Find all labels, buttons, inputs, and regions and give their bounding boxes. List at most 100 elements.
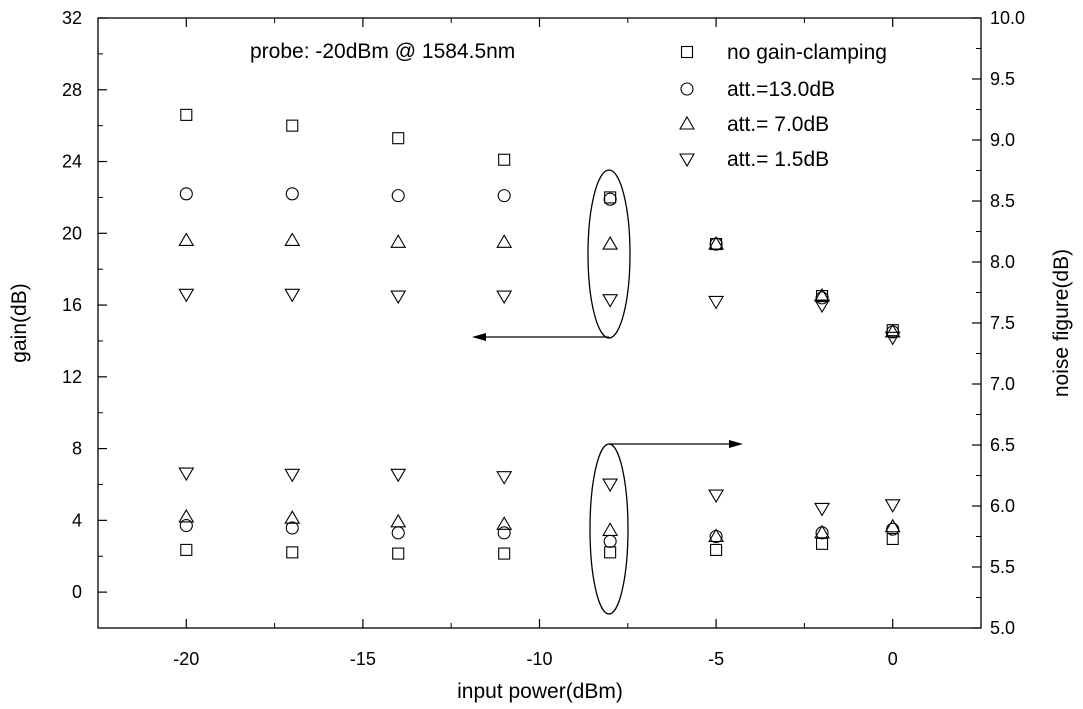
gain-point (180, 108, 193, 121)
legend-label-0: no gain-clamping (727, 41, 887, 64)
legend-item-3: att.= 1.5dB (679, 148, 829, 171)
probe-annotation: probe: -20dBm @ 1584.5nm (250, 40, 515, 63)
noise-figure-point (391, 526, 405, 540)
noise-figure-point (602, 478, 619, 493)
noise-figure-point (284, 510, 301, 524)
y-tick-label: 24 (62, 152, 82, 172)
gain-point (496, 234, 513, 248)
noise-figure-point (285, 521, 299, 535)
marks-layer (178, 108, 901, 560)
legend-marker-triangle-down (679, 153, 695, 168)
noise-figure-point (390, 468, 407, 483)
plot-frame (97, 17, 982, 629)
y-tick-label: 4 (72, 510, 82, 530)
gain-point (814, 287, 831, 302)
noise-figure-point (497, 526, 511, 540)
gain-point (884, 331, 901, 346)
noise-figure-point (708, 528, 725, 543)
legend-symbol (679, 115, 695, 130)
noise-figure-point (708, 489, 725, 504)
legend-symbol (680, 45, 694, 59)
noise-figure-point (496, 471, 513, 485)
y-tick-label: 0 (72, 582, 82, 602)
noise-figure-axis-arrowhead (729, 440, 743, 448)
y2-tick-label: 8.5 (990, 191, 1015, 211)
y-tick-label: 28 (62, 80, 82, 100)
noise-figure-point (284, 468, 301, 483)
noise-figure-point (710, 543, 723, 556)
noise-figure-point (603, 534, 617, 548)
legend-item-0: no gain-clamping (680, 41, 887, 64)
y2-tick-label: 8.0 (990, 252, 1015, 272)
gain-point (708, 295, 725, 310)
noise-figure-point (604, 546, 617, 559)
y-tick-label: 20 (62, 223, 82, 243)
gain-point (286, 119, 299, 132)
gain-point (498, 153, 511, 166)
noise-figure-point (814, 502, 831, 517)
legend-marker-circle (680, 82, 694, 96)
noise-figure-point (816, 537, 829, 550)
noise-figure-point (286, 546, 299, 559)
noise-figure-point (498, 547, 511, 560)
x-tick-label: 0 (888, 649, 898, 669)
series-triangle-up (178, 232, 901, 543)
gain-point (496, 290, 513, 305)
noise-figure-point (496, 516, 513, 530)
x-axis-title: input power(dBm) (457, 680, 623, 703)
noise-figure-group-ellipse (589, 443, 629, 615)
ticks-layer: -20 -15 -10 -5 0 0 4 8 12 16 20 24 28 32 5.0 5.5 6.0 6.5 7… (62, 8, 1025, 669)
noise-figure-point (884, 518, 901, 533)
gain-point (814, 299, 831, 314)
y2-axis-title: noise figure(dB) (1050, 249, 1073, 397)
x-tick-label: -15 (350, 649, 376, 669)
y2-tick-label: 9.5 (990, 69, 1015, 89)
gain-point (390, 234, 407, 248)
legend-item-2: att.= 7.0dB (679, 113, 829, 136)
gain-point (602, 235, 619, 250)
gain-point (392, 132, 405, 145)
series-triangle-down (178, 288, 901, 517)
legend-label-2: att.= 7.0dB (727, 113, 829, 136)
noise-figure-point (180, 543, 193, 556)
noise-figure-point (886, 532, 899, 545)
gain-point (178, 232, 195, 247)
y2-tick-label: 7.5 (990, 313, 1015, 333)
legend: no gain-clamping att.=13.0dB att.= 7.0dB… (679, 41, 887, 171)
x-tick-label: -20 (173, 649, 199, 669)
gain-point (284, 288, 301, 303)
gain-point (603, 192, 617, 206)
y2-tick-label: 9.0 (990, 130, 1015, 150)
legend-label-3: att.= 1.5dB (727, 148, 829, 171)
noise-figure-point (179, 518, 193, 533)
gain-point (285, 187, 299, 201)
gain-group-ellipse (587, 169, 631, 339)
noise-figure-point (178, 508, 195, 523)
gain-point (815, 291, 829, 305)
gain-axis-arrowhead (472, 333, 486, 341)
noise-figure-point (392, 547, 405, 560)
y2-tick-label: 7.0 (990, 374, 1015, 394)
gain-point (497, 189, 511, 203)
y-tick-label: 8 (72, 439, 82, 459)
gain-point (391, 189, 405, 203)
gain-point (179, 187, 193, 201)
legend-marker-triangle-up (679, 115, 695, 130)
y2-tick-label: 5.5 (990, 557, 1015, 577)
annotations-layer (472, 169, 743, 615)
y2-tick-label: 6.5 (990, 435, 1015, 455)
gain-point (390, 290, 407, 305)
noise-figure-point (602, 522, 619, 536)
legend-label-1: att.=13.0dB (727, 78, 835, 101)
noise-figure-point (814, 524, 831, 539)
y2-tick-label: 5.0 (990, 618, 1015, 638)
gain-point (178, 288, 195, 303)
gain-point (602, 294, 619, 308)
legend-symbol (680, 82, 694, 96)
y-tick-label: 16 (62, 295, 82, 315)
noise-figure-point (178, 467, 195, 482)
noise-figure-point (884, 499, 901, 513)
y-tick-label: 32 (62, 8, 82, 28)
legend-marker-square (680, 45, 694, 59)
